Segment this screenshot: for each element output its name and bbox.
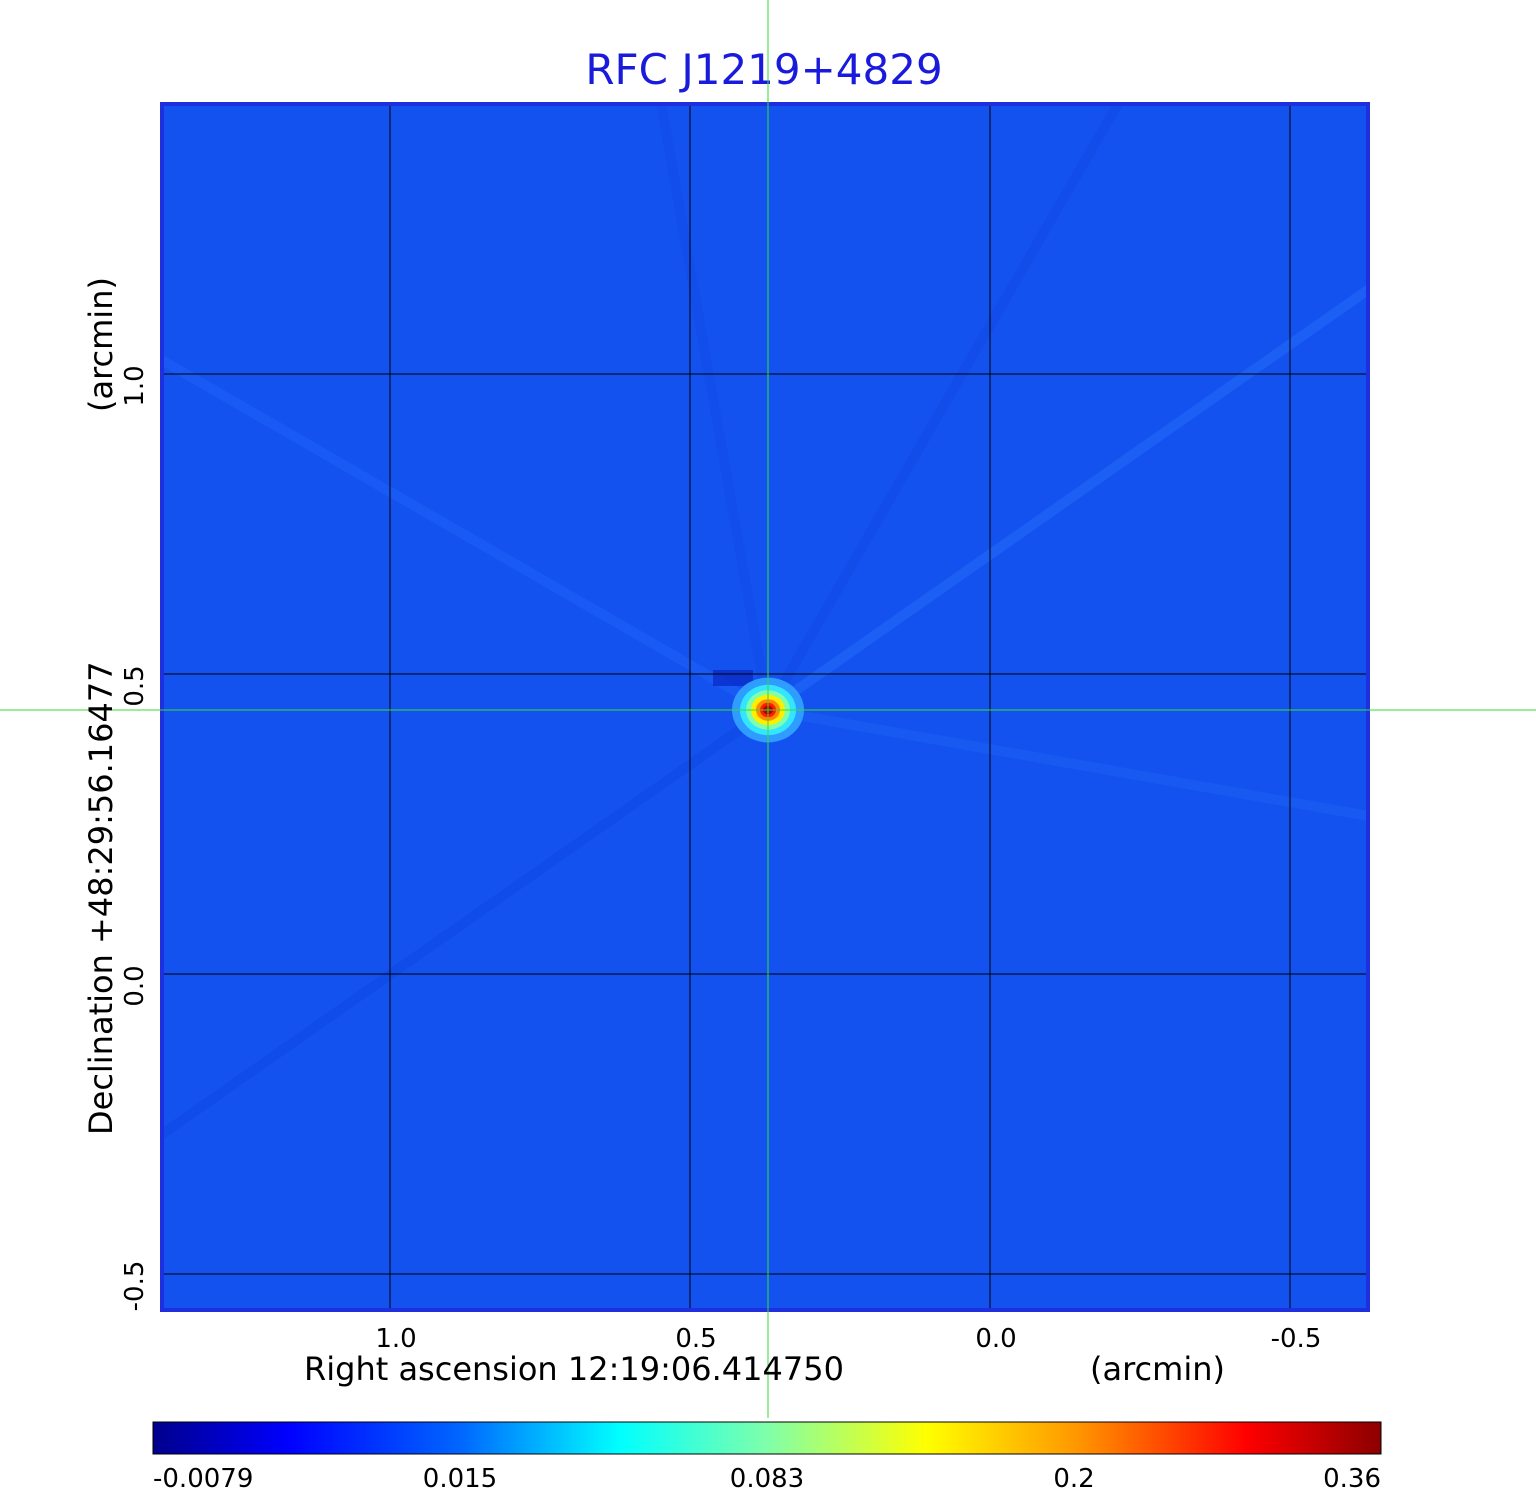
colorbar-tick-label: 0.2 [1053,1464,1094,1494]
chart-title: RFC J1219+4829 [585,45,942,94]
sidelobe-streaks [162,104,1368,1141]
x-axis-unit: (arcmin) [1090,1350,1225,1388]
x-axis-label: Right ascension 12:19:06.414750 [304,1350,844,1388]
image-area [160,102,1370,1312]
x-tick-label: 1.0 [375,1324,416,1354]
y-tick-label: 0.5 [120,665,150,706]
coordinate-grid [162,104,1368,1310]
colorbar-tick-label: 0.36 [1323,1464,1381,1494]
y-tick-label: 1.0 [120,365,150,406]
colorbar-tick-label: -0.0079 [153,1464,253,1494]
crosshair [0,0,1536,1418]
y-tick-label: 0.0 [120,965,150,1006]
y-axis-label: Declination +48:29:56.16477 [82,661,120,1135]
colorbar-tick-labels: -0.0079 0.015 0.083 0.2 0.36 [153,1464,1381,1494]
x-tick-labels: 1.0 0.5 0.0 -0.5 [375,1324,1321,1354]
streak [767,705,1368,821]
y-axis-unit: (arcmin) [82,277,120,412]
colorbar-tick-label: 0.015 [423,1464,497,1494]
y-tick-label: -0.5 [120,1261,150,1312]
negative-lobe [713,670,753,686]
colorbar [152,1421,1382,1455]
streak [162,354,771,715]
x-tick-label: 0.0 [975,1324,1016,1354]
streak [763,104,1124,713]
streak [765,283,1368,715]
x-tick-label: -0.5 [1271,1324,1322,1354]
x-tick-label: 0.5 [675,1324,716,1354]
streak [162,705,771,1141]
colorbar-tick-label: 0.083 [730,1464,804,1494]
plot-frame [160,102,1370,1312]
y-tick-labels: 1.0 0.5 0.0 -0.5 [120,365,150,1311]
